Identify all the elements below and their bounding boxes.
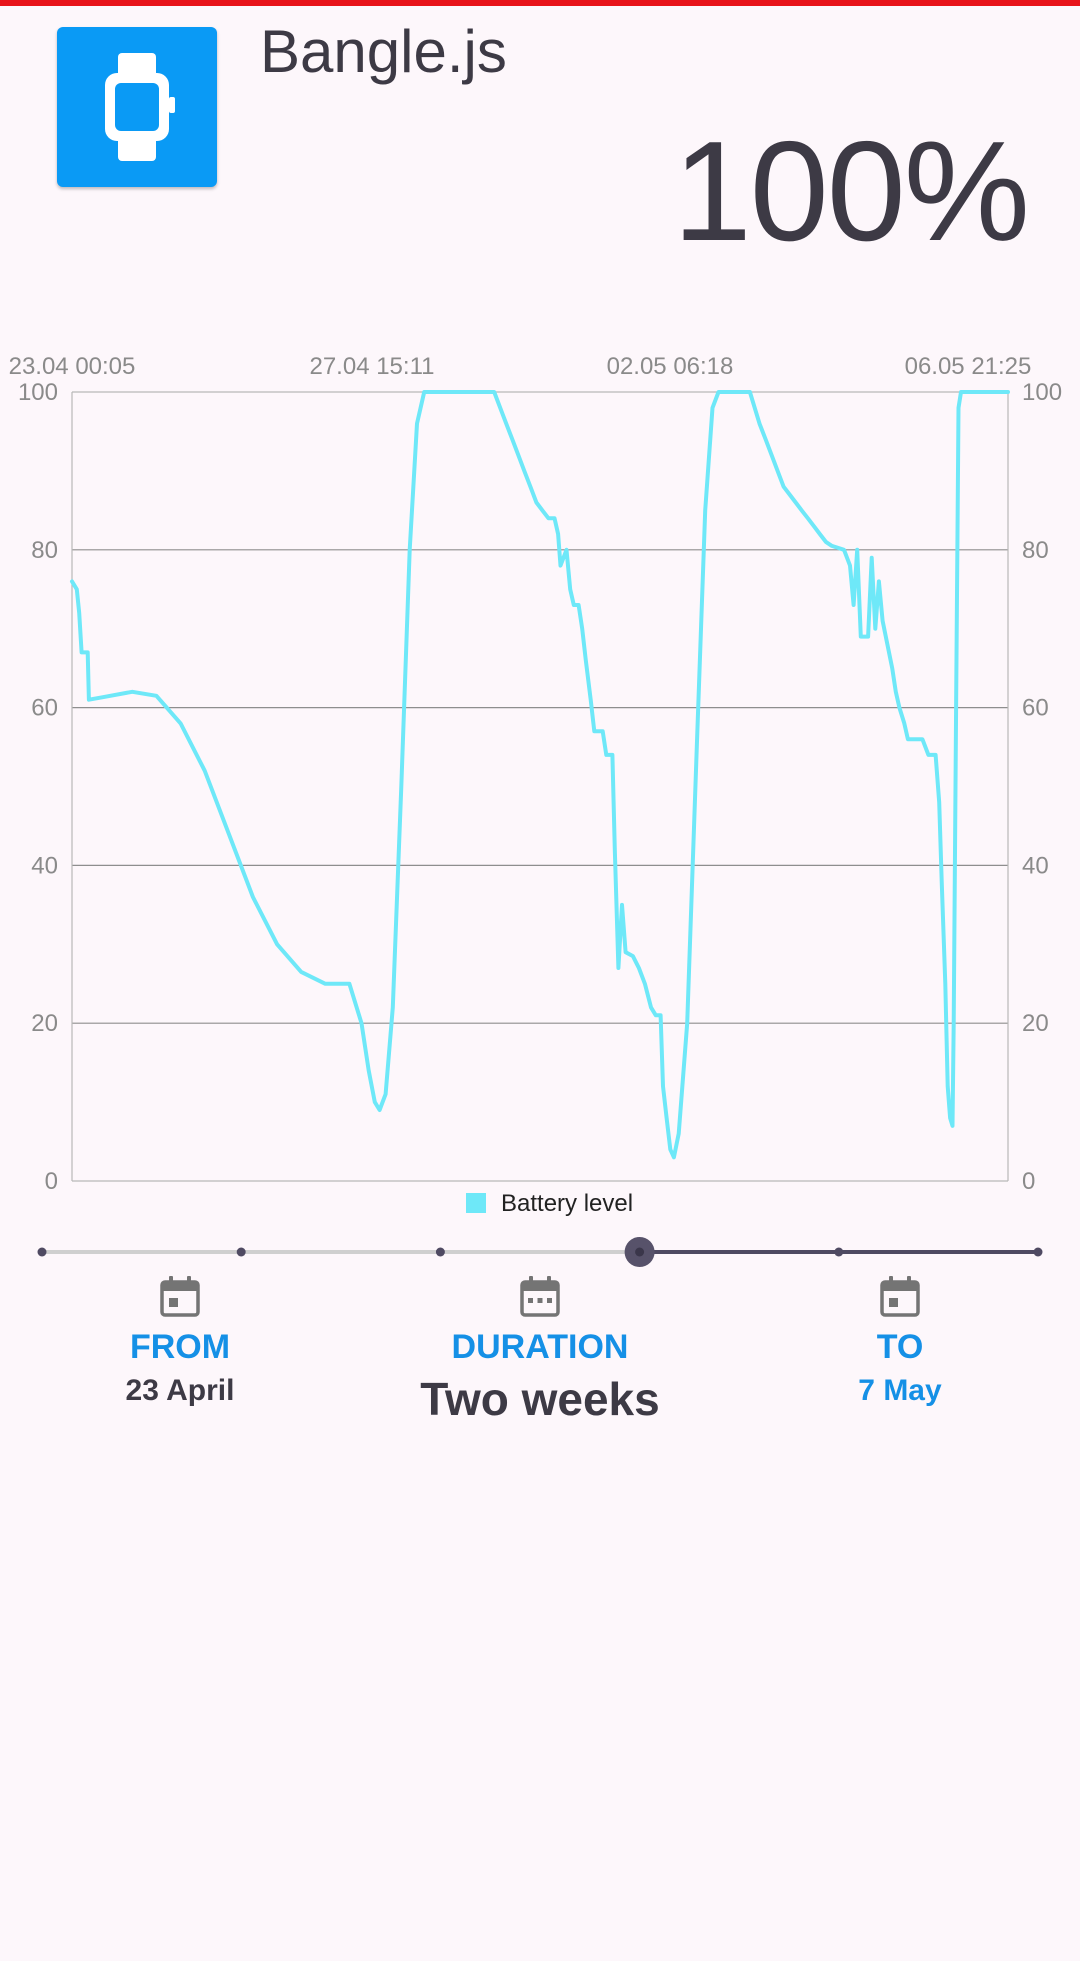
y-tick-label-left: 0 bbox=[45, 1168, 58, 1195]
range-slider-track[interactable] bbox=[0, 1230, 1080, 1274]
slider-stop[interactable] bbox=[236, 1247, 246, 1257]
slider-stop[interactable] bbox=[435, 1247, 445, 1257]
x-tick-label: 06.05 21:25 bbox=[905, 353, 1032, 380]
slider-stop[interactable] bbox=[834, 1247, 844, 1257]
battery-level-line bbox=[70, 390, 1010, 1160]
duration-label: DURATION bbox=[451, 1328, 629, 1366]
device-icon bbox=[57, 27, 217, 187]
calendar-icon bbox=[160, 1276, 200, 1317]
y-tick-label-right: 60 bbox=[1022, 695, 1049, 722]
calendar-icon bbox=[880, 1276, 920, 1317]
battery-percentage: 100% bbox=[672, 112, 1030, 271]
y-tick-label-right: 20 bbox=[1022, 1010, 1049, 1037]
from-value: 23 April bbox=[125, 1374, 235, 1407]
from-date-picker[interactable]: FROM 23 April bbox=[30, 1275, 330, 1409]
y-tick-label-left: 40 bbox=[31, 852, 58, 879]
status-bar bbox=[0, 0, 1080, 6]
x-tick-label: 27.04 15:11 bbox=[309, 353, 434, 380]
x-tick-label: 23.04 00:05 bbox=[9, 353, 136, 380]
to-label: TO bbox=[876, 1328, 924, 1366]
smartwatch-icon bbox=[105, 53, 175, 161]
from-label: FROM bbox=[129, 1328, 231, 1366]
duration-value: Two weeks bbox=[420, 1373, 660, 1425]
y-tick-label-left: 100 bbox=[18, 379, 58, 406]
x-tick-label: 02.05 06:18 bbox=[607, 353, 734, 380]
y-tick-label-right: 40 bbox=[1022, 852, 1049, 879]
y-tick-label-right: 0 bbox=[1022, 1168, 1035, 1195]
to-value: 7 May bbox=[858, 1374, 942, 1407]
duration-picker[interactable]: DURATION Two weeks bbox=[390, 1275, 690, 1427]
y-tick-label-left: 20 bbox=[31, 1010, 58, 1037]
battery-chart: 0 0 20 20 40 40 60 60 80 80 100 100 23.04 00:05 27.04… bbox=[0, 340, 1080, 1220]
to-date-picker[interactable]: TO 7 May bbox=[750, 1275, 1050, 1409]
y-tick-label-left: 60 bbox=[31, 695, 58, 722]
legend-label: Battery level bbox=[501, 1190, 633, 1217]
y-tick-label-left: 80 bbox=[31, 537, 58, 564]
slider-stop[interactable] bbox=[37, 1247, 47, 1257]
device-name: Bangle.js bbox=[260, 18, 507, 85]
legend-swatch bbox=[466, 1193, 486, 1213]
range-slider[interactable] bbox=[0, 1230, 1080, 1274]
slider-thumb-center bbox=[635, 1247, 645, 1257]
slider-stop[interactable] bbox=[1033, 1247, 1043, 1257]
y-tick-label-right: 100 bbox=[1022, 379, 1062, 406]
calendar-range-icon bbox=[520, 1276, 560, 1317]
y-tick-label-right: 80 bbox=[1022, 537, 1049, 564]
